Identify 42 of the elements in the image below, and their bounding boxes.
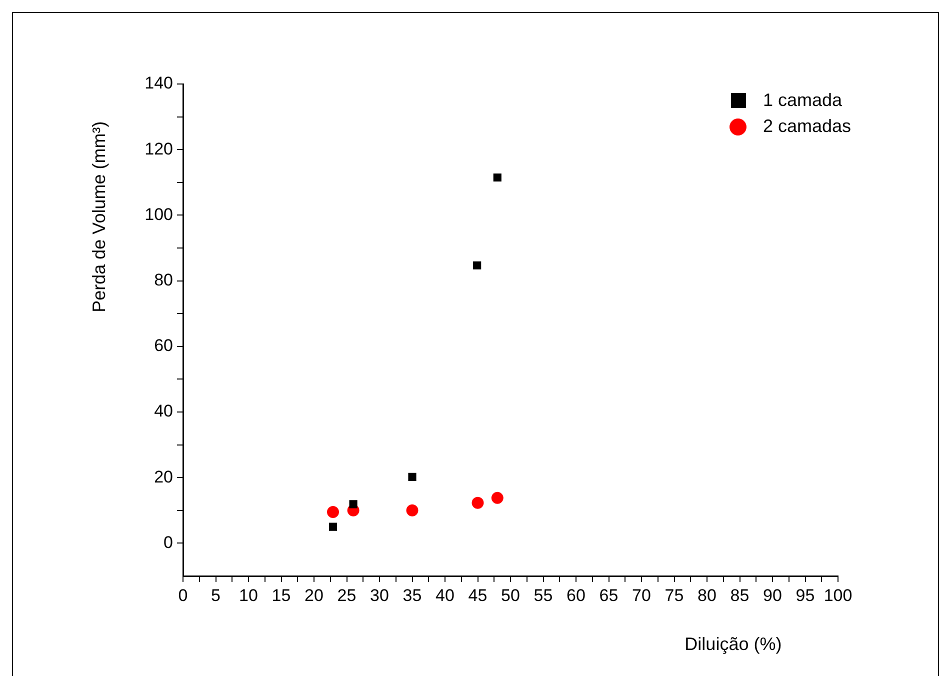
- point: [408, 472, 416, 481]
- y-tick-label: 140: [144, 74, 173, 93]
- y-tick-label: 20: [154, 467, 173, 486]
- x-axis-title: Diluição (%): [684, 634, 782, 654]
- x-tick-label: 25: [337, 586, 356, 605]
- point: [406, 504, 418, 516]
- x-tick-label: 5: [211, 586, 220, 605]
- x-tick-label: 10: [239, 586, 258, 605]
- y-tick-label: 0: [164, 532, 173, 552]
- legend-label: 1 camada: [763, 90, 844, 110]
- x-tick-label: 45: [468, 586, 488, 605]
- x-tick-label: 90: [763, 586, 782, 605]
- x-tick-label: 15: [272, 586, 291, 605]
- x-tick-label: 95: [796, 586, 815, 605]
- point: [349, 500, 358, 508]
- point: [491, 492, 504, 504]
- point: [472, 496, 484, 509]
- x-tick-label: 80: [698, 586, 716, 605]
- x-tick-label: 85: [730, 586, 750, 605]
- point: [493, 173, 502, 182]
- x-tick-label: 30: [370, 586, 389, 605]
- x-tick-label: 100: [824, 586, 852, 605]
- legend-label: 2 camadas: [763, 116, 852, 136]
- x-tick-label: 20: [304, 586, 324, 605]
- x-tick-label: 55: [534, 586, 553, 605]
- x-tick-label: 70: [632, 586, 651, 605]
- x-tick-label: 50: [501, 586, 520, 605]
- x-tick-label: 40: [436, 586, 454, 605]
- x-tick-label: 60: [566, 586, 586, 605]
- y-tick-label: 40: [154, 402, 173, 421]
- y-tick-label: 120: [144, 139, 173, 158]
- x-tick-label: 35: [402, 586, 422, 605]
- point: [328, 522, 338, 531]
- y-axis-title: Perda de Volume (mm³): [88, 121, 109, 312]
- point: [473, 261, 482, 270]
- x-tick-label: 0: [178, 586, 188, 605]
- y-tick-label: 80: [154, 270, 173, 290]
- x-tick-label: 75: [664, 586, 684, 605]
- y-tick-label: 60: [154, 336, 173, 356]
- x-tick-label: 65: [599, 586, 618, 605]
- y-tick-label: 100: [144, 204, 173, 224]
- point: [326, 506, 339, 518]
